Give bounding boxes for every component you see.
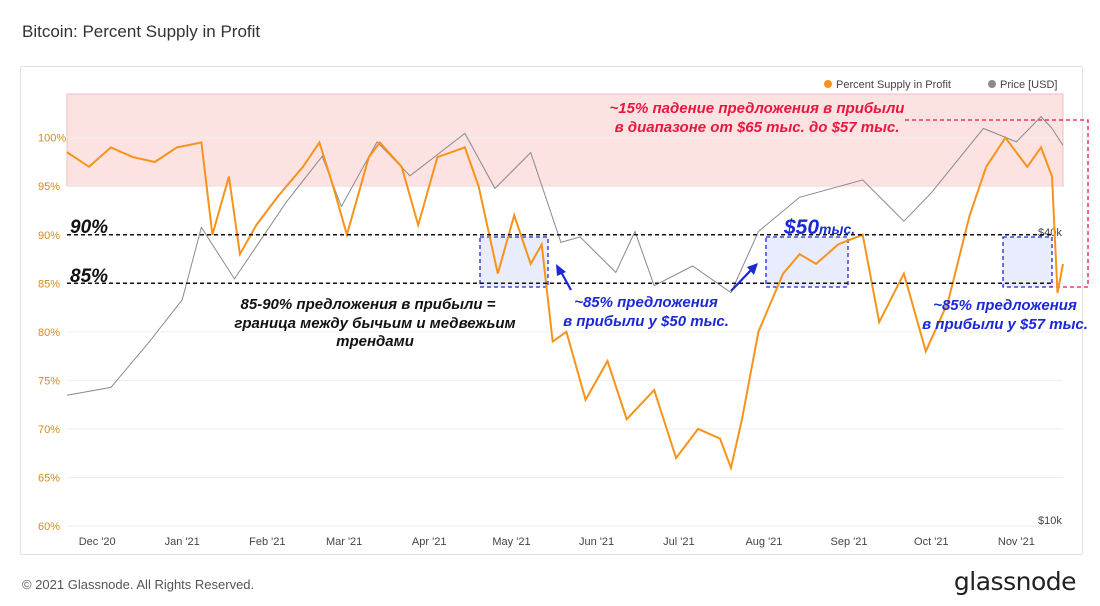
annotation-mid-line1: ~85% предложения <box>574 294 718 311</box>
legend: Percent Supply in Profit Price [USD] <box>824 79 1057 91</box>
y-tick-label: 65% <box>38 472 60 484</box>
copyright: © 2021 Glassnode. All Rights Reserved. <box>22 577 255 592</box>
x-tick-label: Oct '21 <box>914 536 949 548</box>
x-tick-label: Jul '21 <box>663 536 694 548</box>
annotation-bear-line2: граница между бычьим и медвежьим <box>234 315 515 332</box>
x-tick-label: Feb '21 <box>249 536 285 548</box>
right-axis-ticks: $40k $10k <box>1038 227 1062 527</box>
y-tick-label: 90% <box>38 230 60 242</box>
x-tick-label: Jun '21 <box>579 536 614 548</box>
legend-price-swatch <box>988 80 996 88</box>
y-axis-ticks: 100% 95% 90% 85% 80% 75% 70% 65% 60% <box>38 133 66 533</box>
annotation-right-line1: ~85% предложения <box>933 297 1077 314</box>
level-85-label: 85% <box>70 266 108 287</box>
annotation-bear-line1: 85-90% предложения в прибыли = <box>241 296 496 313</box>
y-tick-label: 80% <box>38 327 60 339</box>
legend-supply-swatch <box>824 80 832 88</box>
x-tick-label: Dec '20 <box>79 536 116 548</box>
legend-supply-label: Percent Supply in Profit <box>836 79 951 91</box>
glassnode-logo: glassnode <box>953 567 1077 596</box>
x-axis-ticks: Dec '20 Jan '21 Feb '21 Mar '21 Apr '21 May '… <box>79 536 1035 548</box>
x-tick-label: Mar '21 <box>326 536 362 548</box>
box-nov-57k <box>1002 236 1053 288</box>
legend-price-label: Price [USD] <box>1000 79 1057 91</box>
price-series-line <box>66 115 1064 396</box>
x-tick-label: Jan '21 <box>165 536 200 548</box>
y-tick-label: 70% <box>38 424 60 436</box>
x-tick-label: Apr '21 <box>412 536 447 548</box>
annotation-fifty-big: $50 <box>783 216 819 239</box>
page-title: Bitcoin: Percent Supply in Profit <box>22 22 261 41</box>
annotation-bear-line3: трендами <box>336 333 414 350</box>
right-tick-label: $40k <box>1038 227 1062 239</box>
annotation-red-line1: ~15% падение предложения в прибыли <box>610 100 905 117</box>
annotation-red-line2: в диапазоне от $65 тыс. до $57 тыс. <box>615 119 900 136</box>
y-tick-label: 75% <box>38 375 60 387</box>
annotation-fifty-small: тыс. <box>819 221 855 237</box>
x-tick-label: Nov '21 <box>998 536 1035 548</box>
x-tick-label: May '21 <box>492 536 530 548</box>
box-aug-50k <box>765 236 849 288</box>
box-may-50k <box>479 236 549 288</box>
red-bracket <box>905 119 1089 288</box>
arrow-aug <box>730 263 758 292</box>
supply-series-line <box>66 135 1064 472</box>
y-tick-label: 60% <box>38 521 60 533</box>
y-tick-label: 95% <box>38 181 60 193</box>
y-tick-label: 100% <box>38 133 66 145</box>
chart-frame <box>20 66 1083 555</box>
annotation-fifty: $50тыс. <box>783 216 855 239</box>
annotation-mid-line2: в прибыли у $50 тыс. <box>563 313 729 330</box>
level-90-label: 90% <box>70 217 108 238</box>
arrow-may <box>556 264 572 291</box>
right-tick-label: $10k <box>1038 515 1062 527</box>
annotation-right-line2: в прибыли у $57 тыс. <box>922 316 1088 333</box>
x-tick-label: Sep '21 <box>830 536 867 548</box>
highlight-band <box>66 93 1064 187</box>
y-tick-label: 85% <box>38 278 60 290</box>
x-tick-label: Aug '21 <box>745 536 782 548</box>
